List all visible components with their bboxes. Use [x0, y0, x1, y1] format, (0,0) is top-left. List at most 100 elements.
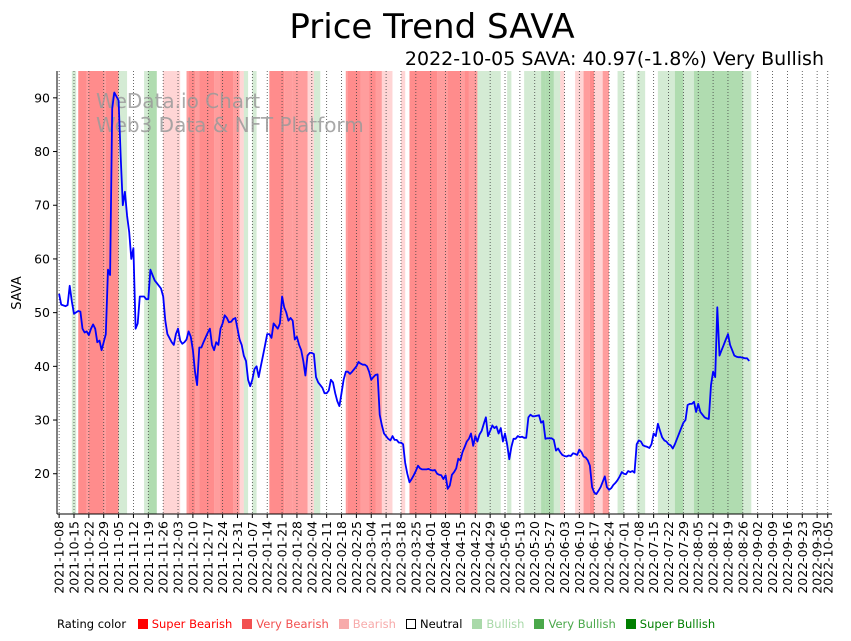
rating-band-bullish [144, 71, 149, 514]
rating-band-super_bearish [369, 71, 376, 514]
x-tick-label: 2022-02-04 [304, 521, 319, 594]
x-tick-label: 2022-06-17 [587, 521, 602, 594]
rating-band-bullish [553, 71, 561, 514]
x-axis-ticks: 2021-10-08 2021-10-15 2021-10-22 2021-10-29… [52, 514, 835, 594]
rating-bands [71, 71, 752, 514]
legend-item-label: Super Bearish [151, 617, 233, 631]
x-tick-label: 2022-02-18 [334, 521, 349, 594]
rating-band-super_bearish [220, 71, 234, 514]
rating-band-bullish [118, 71, 128, 514]
legend-swatch [137, 619, 148, 629]
x-tick-label: 2022-09-02 [750, 521, 765, 594]
legend-item-bearish: Bearish [338, 617, 396, 631]
rating-band-very_bearish [460, 71, 465, 514]
rating-band-very_bearish [360, 71, 370, 514]
y-axis-label: SAVA [10, 276, 25, 310]
x-tick-label: 2022-04-15 [453, 521, 468, 594]
rating-band-bearish [575, 71, 584, 514]
x-tick-label: 2021-10-08 [52, 521, 67, 594]
x-tick-label: 2022-04-22 [468, 521, 483, 594]
x-tick-label: 2022-03-11 [379, 521, 394, 594]
rating-band-very_bearish [195, 71, 200, 514]
rating-band-super_bearish [409, 71, 438, 514]
x-tick-label: 2022-06-24 [602, 521, 617, 594]
legend-item-super_bearish: Super Bearish [137, 617, 233, 631]
series-line [58, 91, 750, 495]
rating-band-bullish [742, 71, 752, 514]
x-tick-label: 2022-04-01 [423, 521, 438, 594]
x-tick-label: 2021-12-31 [230, 521, 245, 594]
legend-swatch [338, 619, 349, 629]
y-axis-ticks: 20 30 40 50 60 70 80 90 [34, 90, 57, 481]
x-tick-label: 2022-04-08 [438, 521, 453, 594]
legend-item-label: Neutral [419, 617, 463, 631]
x-tick-label: 2021-11-05 [111, 521, 126, 594]
legend-swatch [405, 619, 416, 629]
legend-label: Rating color [57, 617, 127, 631]
rating-band-very_bullish [148, 71, 157, 514]
axes [56, 71, 832, 515]
rating-band-very_bullish [727, 71, 743, 514]
rating-band-bullish [636, 71, 646, 514]
x-tick-label: 2022-09-23 [795, 521, 810, 594]
legend-item-label: Super Bullish [639, 617, 716, 631]
rating-band-super_bearish [188, 71, 196, 514]
rating-band-bearish [167, 71, 181, 514]
rating-band-very_bearish [214, 71, 221, 514]
rating-band-bearish [307, 71, 314, 514]
x-tick-label: 2022-07-08 [631, 521, 646, 594]
y-tick-label: 40 [34, 359, 50, 374]
x-tick-label: 2021-10-29 [96, 521, 111, 594]
rating-band-very_bullish [545, 71, 554, 514]
rating-band-very_bearish [103, 71, 106, 514]
x-tick-label: 2022-09-16 [780, 521, 795, 594]
x-tick-label: 2022-05-27 [542, 521, 557, 594]
rating-band-bullish [683, 71, 694, 514]
rating-band-bullish [617, 71, 624, 514]
legend-items: Super Bearish Very Bearish Bearish Neutral B… [137, 617, 725, 631]
x-tick-label: 2021-12-24 [215, 521, 230, 594]
rating-band-super_bearish [88, 71, 104, 514]
x-tick-label: 2022-06-03 [557, 521, 572, 594]
rating-band-bullish [524, 71, 535, 514]
x-tick-label: 2021-12-03 [171, 521, 186, 594]
rating-band-bullish [507, 71, 512, 514]
x-tick-label: 2021-10-15 [67, 521, 82, 594]
y-tick-label: 70 [34, 198, 50, 213]
rating-band-super_bearish [464, 71, 469, 514]
x-tick-label: 2022-03-25 [408, 521, 423, 594]
legend-item-bullish: Bullish [472, 617, 524, 631]
legend-item-super_bullish: Super Bullish [625, 617, 716, 631]
rating-band-super_bearish [347, 71, 361, 514]
x-tick-label: 2022-01-07 [245, 521, 260, 594]
y-tick-label: 90 [34, 90, 50, 105]
rating-legend: Rating color Super Bearish Very Bearish Be… [57, 617, 729, 631]
legend-item-label: Bearish [352, 617, 396, 631]
chart-title: Price Trend SAVA [289, 7, 574, 47]
legend-item-label: Very Bullish [548, 617, 616, 631]
x-tick-label: 2022-03-04 [364, 521, 379, 594]
x-tick-label: 2021-11-19 [141, 521, 156, 594]
x-tick-label: 2022-08-05 [691, 521, 706, 594]
y-tick-label: 30 [34, 413, 50, 428]
rating-band-super_bearish [78, 71, 87, 514]
rating-band-very_bearish [602, 71, 610, 514]
rating-band-very_bearish [284, 71, 293, 514]
rating-band-bullish [534, 71, 542, 514]
legend-item-very_bearish: Very Bearish [242, 617, 329, 631]
legend-item-label: Bullish [486, 617, 525, 631]
rating-band-very_bullish [541, 71, 546, 514]
rating-band-bearish [381, 71, 393, 514]
rating-band-very_bearish [468, 71, 478, 514]
x-tick-label: 2022-08-12 [706, 521, 721, 594]
x-tick-label: 2021-12-17 [200, 521, 215, 594]
rating-band-bearish [400, 71, 406, 514]
x-tick-label: 2021-11-26 [156, 521, 171, 594]
x-tick-label: 2022-07-01 [616, 521, 631, 594]
vertical-gridlines [58, 71, 829, 514]
rating-band-very_bullish [710, 71, 728, 514]
rating-band-super_bearish [447, 71, 461, 514]
watermark-line: Web3 Data & NFT Platform [96, 113, 364, 137]
